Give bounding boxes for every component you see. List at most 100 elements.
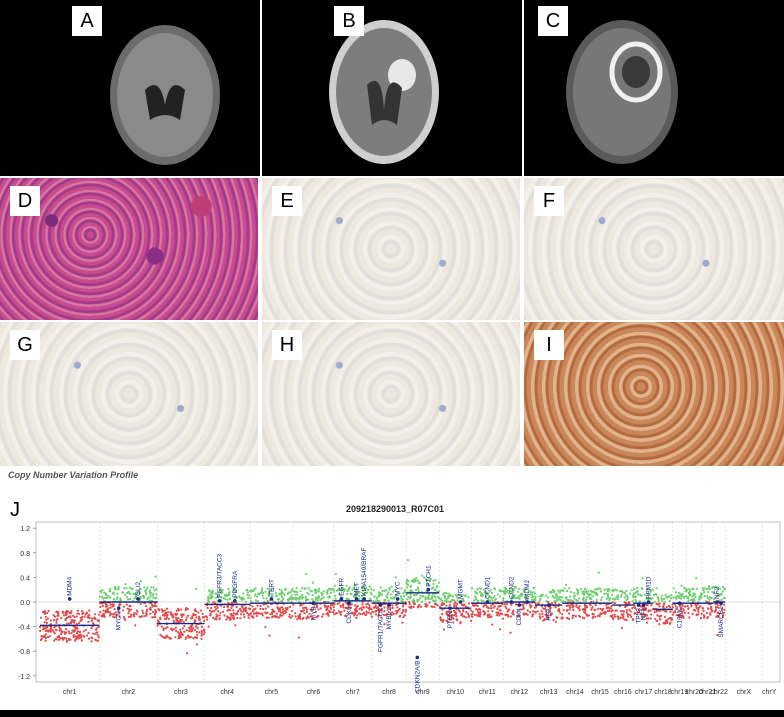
- cnv-point: [138, 592, 142, 595]
- cnv-point: [114, 611, 117, 614]
- cnv-point: [377, 591, 381, 594]
- cnv-point: [126, 598, 130, 601]
- cnv-point: [153, 589, 156, 592]
- cnv-point: [623, 596, 626, 599]
- cnv-point: [409, 585, 412, 588]
- cnv-point: [299, 589, 302, 593]
- cnv-point: [327, 605, 330, 608]
- gene-label: MYCN: [116, 611, 123, 630]
- cnv-point: [311, 616, 314, 620]
- cnv-point: [328, 609, 331, 612]
- cnv-point: [247, 614, 250, 617]
- cnv-point: [102, 597, 105, 600]
- gene-label: CDKN2A/B: [414, 660, 421, 693]
- cnv-point: [433, 595, 436, 598]
- cnv-point: [47, 630, 50, 633]
- cnv-point: [565, 617, 569, 620]
- cnv-point: [643, 600, 646, 603]
- cnv-point: [109, 612, 112, 615]
- cnv-point: [561, 596, 564, 599]
- cnv-point: [390, 597, 394, 600]
- cnv-point: [195, 643, 198, 646]
- cnv-point: [663, 622, 666, 625]
- cnv-point: [461, 612, 464, 616]
- cnv-point: [542, 607, 545, 610]
- cnv-point: [699, 616, 702, 620]
- cnv-point: [196, 627, 199, 630]
- cnv-point: [301, 606, 305, 610]
- x-tick-label-chr10: chr10: [446, 689, 464, 696]
- cnv-point: [165, 607, 169, 610]
- cnv-point: [255, 614, 258, 618]
- cnv-point: [75, 622, 78, 626]
- cnv-point: [698, 598, 701, 601]
- cnv-point: [73, 639, 77, 642]
- cnv-point: [244, 600, 247, 603]
- cnv-point: [658, 617, 662, 620]
- cnv-point: [283, 593, 286, 596]
- cnv-point: [165, 616, 169, 619]
- cnv-point: [680, 616, 683, 619]
- cnv-point: [569, 591, 573, 594]
- cnv-point: [280, 595, 284, 599]
- cnv-point: [370, 608, 373, 611]
- cnv-point: [56, 635, 59, 639]
- cnv-point: [566, 598, 569, 601]
- cnv-point: [504, 605, 507, 608]
- cnv-point: [325, 608, 328, 612]
- cnv-point: [358, 595, 361, 598]
- cnv-point: [430, 605, 433, 608]
- cnv-point: [208, 609, 212, 612]
- cnv-point: [356, 589, 359, 593]
- cnv-point: [639, 613, 643, 616]
- cnv-point: [111, 605, 114, 608]
- cnv-point: [548, 590, 551, 594]
- cnv-point: [203, 631, 206, 634]
- gene-marker: [232, 598, 237, 603]
- cnv-point: [573, 591, 576, 595]
- cnv-point: [650, 597, 654, 600]
- cnv-point: [49, 630, 52, 633]
- cnv-point: [678, 595, 681, 598]
- gene-label: KIAA1549/BRAF: [361, 547, 368, 595]
- cnv-point: [709, 613, 712, 616]
- cnv-point: [629, 610, 632, 613]
- cnv-point: [614, 597, 617, 600]
- cnv-point: [305, 610, 308, 613]
- cnv-point: [506, 610, 509, 613]
- cnv-point: [184, 607, 188, 610]
- cnv-point: [478, 590, 481, 593]
- cnv-point: [195, 630, 199, 633]
- cnv-point: [112, 615, 115, 618]
- y-tick-label: 0.4: [20, 575, 30, 582]
- cnv-point: [642, 613, 645, 616]
- cnv-point: [687, 588, 691, 591]
- cnv-point: [682, 595, 686, 599]
- cnv-point: [682, 615, 685, 618]
- cnv-point: [587, 594, 591, 597]
- cnv-point: [145, 611, 148, 615]
- cnv-point: [658, 605, 661, 608]
- cnv-point: [179, 636, 182, 639]
- cnv-point: [583, 617, 586, 620]
- cnv-point: [264, 625, 267, 629]
- gene-marker: [715, 600, 719, 604]
- cnv-point: [564, 583, 568, 586]
- cnv-point: [529, 590, 532, 593]
- cnv-point: [549, 613, 552, 617]
- cnv-point: [223, 614, 226, 617]
- cnv-point: [111, 592, 114, 595]
- cnv-point: [99, 611, 102, 614]
- cnv-point: [197, 615, 201, 618]
- cnv-point: [611, 614, 614, 617]
- cnv-point: [46, 635, 50, 639]
- cnv-point: [565, 609, 569, 612]
- gene-label: CCND2: [508, 576, 515, 599]
- cnv-point: [292, 597, 295, 600]
- cnv-point: [227, 608, 230, 611]
- mri-c-image: [566, 20, 678, 164]
- cnv-point: [158, 609, 161, 612]
- cnv-point: [103, 591, 106, 594]
- cnv-point: [184, 608, 187, 612]
- cnv-point: [142, 595, 146, 599]
